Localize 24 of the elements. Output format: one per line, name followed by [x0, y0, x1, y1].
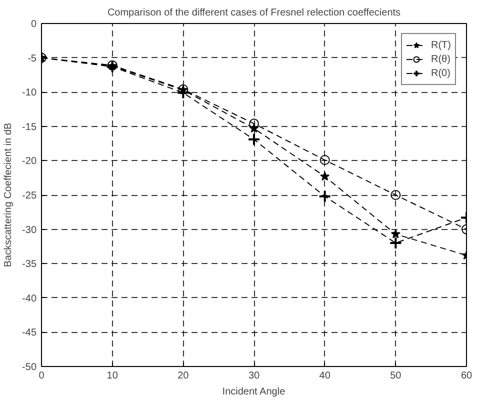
y-tick-label: -25 [22, 190, 37, 202]
x-tick-label: 0 [38, 370, 45, 382]
y-tick-label: -45 [22, 328, 37, 339]
legend-label: R(0) [431, 66, 451, 80]
legend-label: R(θ) [431, 52, 451, 66]
x-tick-label: 20 [178, 370, 190, 382]
x-tick-label: 50 [390, 370, 402, 382]
y-tick-label: -50 [22, 362, 37, 373]
y-tick-label: -35 [22, 259, 37, 270]
y-tick-label: 0 [30, 19, 37, 30]
x-tick-label: 30 [248, 370, 260, 382]
y-tick-label: -10 [22, 88, 37, 99]
chart-title: Comparison of the different cases of Fresnel relection coeffecients [107, 8, 401, 18]
x-tick-label: 10 [106, 370, 118, 382]
x-tick-label: 40 [319, 370, 331, 382]
y-tick-label: -15 [22, 122, 37, 133]
legend-label: R(T) [431, 38, 451, 52]
y-axis-title: Backscattering Coeffecient in dB [3, 122, 14, 268]
y-tick-label: -5 [28, 53, 37, 64]
y-tick-label: -40 [22, 293, 37, 304]
x-tick-label: 60 [460, 370, 472, 382]
y-tick-label: -20 [22, 156, 37, 168]
y-tick-label: -30 [22, 224, 37, 236]
x-axis-title: Incident Angle [222, 386, 286, 398]
